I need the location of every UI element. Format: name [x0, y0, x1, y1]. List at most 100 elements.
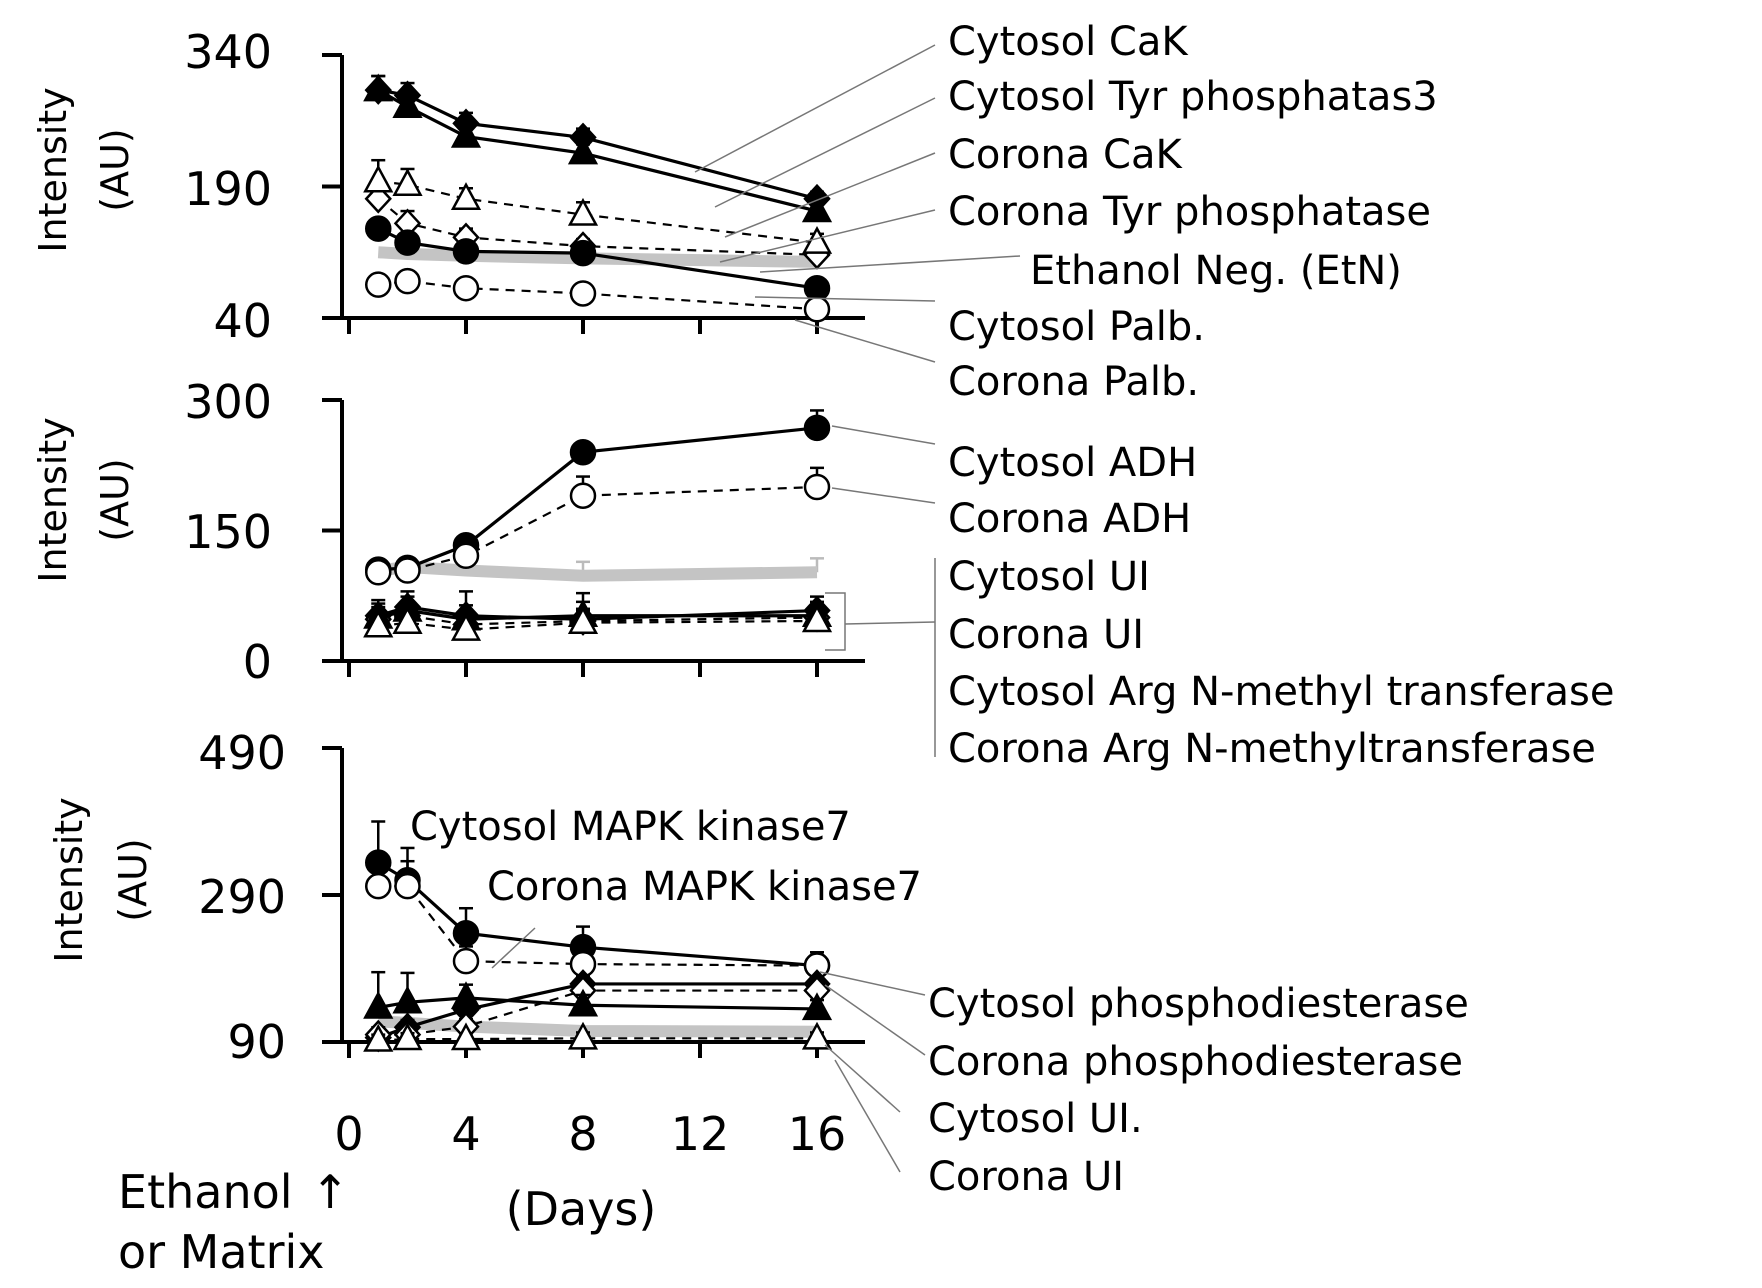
- series-line: [378, 485, 818, 574]
- series-cytosol-palb: [365, 215, 831, 302]
- marker-triangle: [363, 164, 394, 193]
- marker-circle: [394, 229, 421, 256]
- ethanol-label: Ethanol: [118, 1165, 293, 1219]
- panel-3-ytick-top: 490: [198, 726, 286, 780]
- panel-2-ylabel-line1: Intensity: [31, 417, 75, 582]
- marker-triangle: [363, 1023, 394, 1052]
- marker-triangle: [363, 609, 394, 638]
- marker-triangle: [450, 119, 482, 148]
- panel-1-series: [363, 73, 833, 323]
- panel-2-ticks: [322, 398, 819, 677]
- panel-3-ytick-mid: 290: [198, 870, 286, 924]
- panel-1-ylabel-line2: (AU): [93, 128, 137, 211]
- label-cytosol-tyr-phosphatas3: Cytosol Tyr phosphatas3: [948, 74, 1438, 120]
- panel-3: Intensity (AU) 490 290 90 Cytosol MAPK k…: [47, 726, 1469, 1279]
- x-tick-12: 12: [671, 1107, 730, 1161]
- panel-2-series: [363, 409, 833, 641]
- panel-1-ticks: [322, 53, 819, 334]
- marker-triangle: [392, 1022, 423, 1051]
- marker-circle: [569, 438, 597, 466]
- marker-triangle: [801, 604, 833, 633]
- marker-triangle: [363, 73, 394, 102]
- marker-triangle: [392, 168, 423, 196]
- series-cytosol-adh: [365, 409, 831, 583]
- matrix-label: or Matrix: [118, 1225, 325, 1279]
- label-cytosol-cak: Cytosol CaK: [948, 19, 1189, 65]
- series-corona-palb: [365, 267, 831, 323]
- marker-circle: [569, 239, 597, 267]
- marker-circle: [803, 295, 831, 323]
- label-corona-ui-p3: Corona UI: [928, 1154, 1124, 1200]
- x-tick-8: 8: [568, 1107, 597, 1161]
- series-line: [377, 996, 818, 1011]
- label-cytosol-arg-n-methyl-transferase: Cytosol Arg N-methyl transferase: [948, 669, 1615, 715]
- series-cytosol-phosphodiesterase: [364, 969, 831, 1053]
- marker-triangle: [567, 197, 599, 226]
- panel-1-leader-lines: [694, 44, 1021, 363]
- panel-3-series: [363, 820, 833, 1053]
- marker-circle: [569, 280, 597, 307]
- marker-triangle: [450, 613, 482, 641]
- marker-circle: [365, 559, 392, 586]
- marker-circle: [365, 872, 392, 900]
- series-cytosol-ui: [363, 970, 833, 1021]
- panel-1-ytick-top: 340: [184, 25, 272, 79]
- panel-2-leader-lines: [825, 425, 936, 757]
- marker-circle: [452, 542, 480, 569]
- ethanol-arrow: ↑: [311, 1165, 350, 1219]
- series-cytosol-tyr-phosphatas3: [363, 73, 833, 223]
- series-corona-adh: [365, 466, 831, 586]
- panel-2-ylabel-line2: (AU): [93, 458, 137, 541]
- series-cytosol-cak: [364, 74, 831, 214]
- label-corona-palb: Corona Palb.: [948, 359, 1199, 405]
- panel-2-ytick-top: 300: [184, 375, 272, 429]
- series-corona-tyr-phosphatase: [363, 158, 833, 254]
- x-tick-4: 4: [451, 1107, 480, 1161]
- marker-circle: [394, 872, 421, 900]
- marker-triangle: [801, 1021, 833, 1050]
- marker-triangle: [567, 988, 599, 1017]
- marker-circle: [452, 274, 480, 302]
- marker-triangle: [450, 1022, 482, 1051]
- label-cytosol-adh: Cytosol ADH: [948, 440, 1197, 486]
- panel-3-leader-lines: [491, 927, 926, 1173]
- label-cytosol-ui-dot: Cytosol UI.: [928, 1096, 1143, 1142]
- marker-circle: [365, 215, 392, 242]
- label-corona-ui: Corona UI: [948, 612, 1144, 658]
- x-tick-16: 16: [788, 1107, 847, 1161]
- label-ethanol-neg: Ethanol Neg. (EtN): [1030, 248, 1402, 294]
- label-corona-cak: Corona CaK: [948, 132, 1183, 178]
- series-line: [377, 561, 818, 582]
- marker-triangle: [450, 981, 482, 1010]
- marker-triangle: [567, 606, 599, 634]
- series-corona-arg-n-methyltransferase: [363, 604, 833, 641]
- marker-triangle: [392, 985, 423, 1014]
- label-corona-phosphodiesterase: Corona phosphodiesterase: [928, 1039, 1463, 1085]
- label-cytosol-palb: Cytosol Palb.: [948, 304, 1205, 350]
- label-corona-tyr-phosphatase: Corona Tyr phosphatase: [948, 189, 1431, 235]
- marker-triangle: [392, 606, 423, 634]
- series-corona-mapk-kinase7: [365, 859, 831, 979]
- series-line: [378, 180, 818, 244]
- marker-circle: [803, 473, 831, 501]
- marker-circle: [803, 414, 831, 442]
- marker-circle: [365, 271, 392, 298]
- marker-triangle: [801, 194, 833, 223]
- series-line: [378, 426, 818, 572]
- label-corona-mapk-kinase7: Corona MAPK kinase7: [487, 864, 922, 910]
- series-cytosol-ui: [364, 590, 831, 635]
- x-axis-label: (Days): [506, 1182, 657, 1236]
- panel-1-ytick-mid: 190: [184, 162, 272, 216]
- label-cytosol-ui: Cytosol UI: [948, 554, 1150, 600]
- marker-circle: [452, 238, 480, 265]
- label-cytosol-mapk-kinase7: Cytosol MAPK kinase7: [410, 804, 851, 850]
- panel-1-ytick-bottom: 40: [213, 294, 272, 348]
- series-line: [378, 280, 818, 311]
- panel-1: Intensity (AU) 340 190 40 Cytosol CaK Cy…: [31, 19, 1438, 405]
- series-corona-ui: [363, 1021, 833, 1052]
- panel-2: Intensity (AU) 300 150 0 Cytosol ADH Cor…: [31, 375, 1615, 772]
- marker-triangle: [567, 136, 599, 165]
- marker-triangle: [567, 1021, 599, 1050]
- label-cytosol-phosphodiesterase: Cytosol phosphodiesterase: [928, 981, 1469, 1027]
